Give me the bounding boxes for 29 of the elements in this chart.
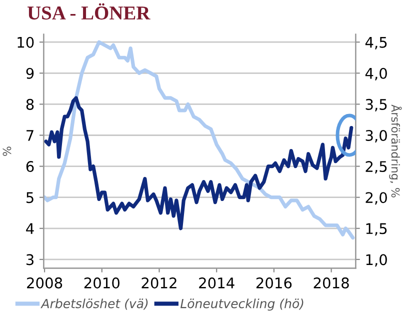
y-tick-label: 8	[26, 98, 34, 110]
y2-tick-label: 1,5	[366, 223, 387, 236]
x-tick-label: 2008	[27, 277, 62, 288]
y-tick-label: 4	[26, 223, 34, 234]
y-axis-title: %	[2, 146, 12, 156]
y2-tick-label: 4,0	[365, 68, 387, 80]
legend-label: Löneutveckling (hö)	[180, 298, 304, 311]
x-tick-label: 2018	[314, 277, 349, 288]
y2-tick-label: 2,5	[366, 161, 387, 174]
y2-tick-label: 2,0	[366, 192, 387, 205]
y-tick-label: 6	[26, 161, 34, 172]
line-series	[44, 96, 354, 230]
y-tick-label: 9	[26, 68, 34, 79]
x-tick-label: 2010	[84, 277, 120, 288]
y2-tick-label: 3,5	[366, 98, 387, 112]
x-tick-label: 2012	[142, 277, 176, 288]
y-tick-label: 10	[18, 36, 34, 48]
y2-tick-label: 1,0	[366, 254, 387, 267]
y2-tick-label: 4,5	[365, 37, 387, 50]
y-tick-label: 7	[26, 130, 34, 141]
y-tick-label: 3	[26, 254, 34, 266]
y2-tick-label: 3,0	[366, 130, 387, 142]
chart-title: USA - LÖNER	[28, 3, 150, 20]
y2-axis-title: Årsförändring, %	[389, 104, 402, 198]
line-series	[44, 40, 355, 240]
x-tick-label: 2016	[256, 277, 292, 288]
x-tick-label: 2014	[199, 277, 234, 288]
y-tick-label: 5	[26, 192, 34, 204]
legend-label: Arbetslöshet (vä)	[40, 298, 148, 310]
